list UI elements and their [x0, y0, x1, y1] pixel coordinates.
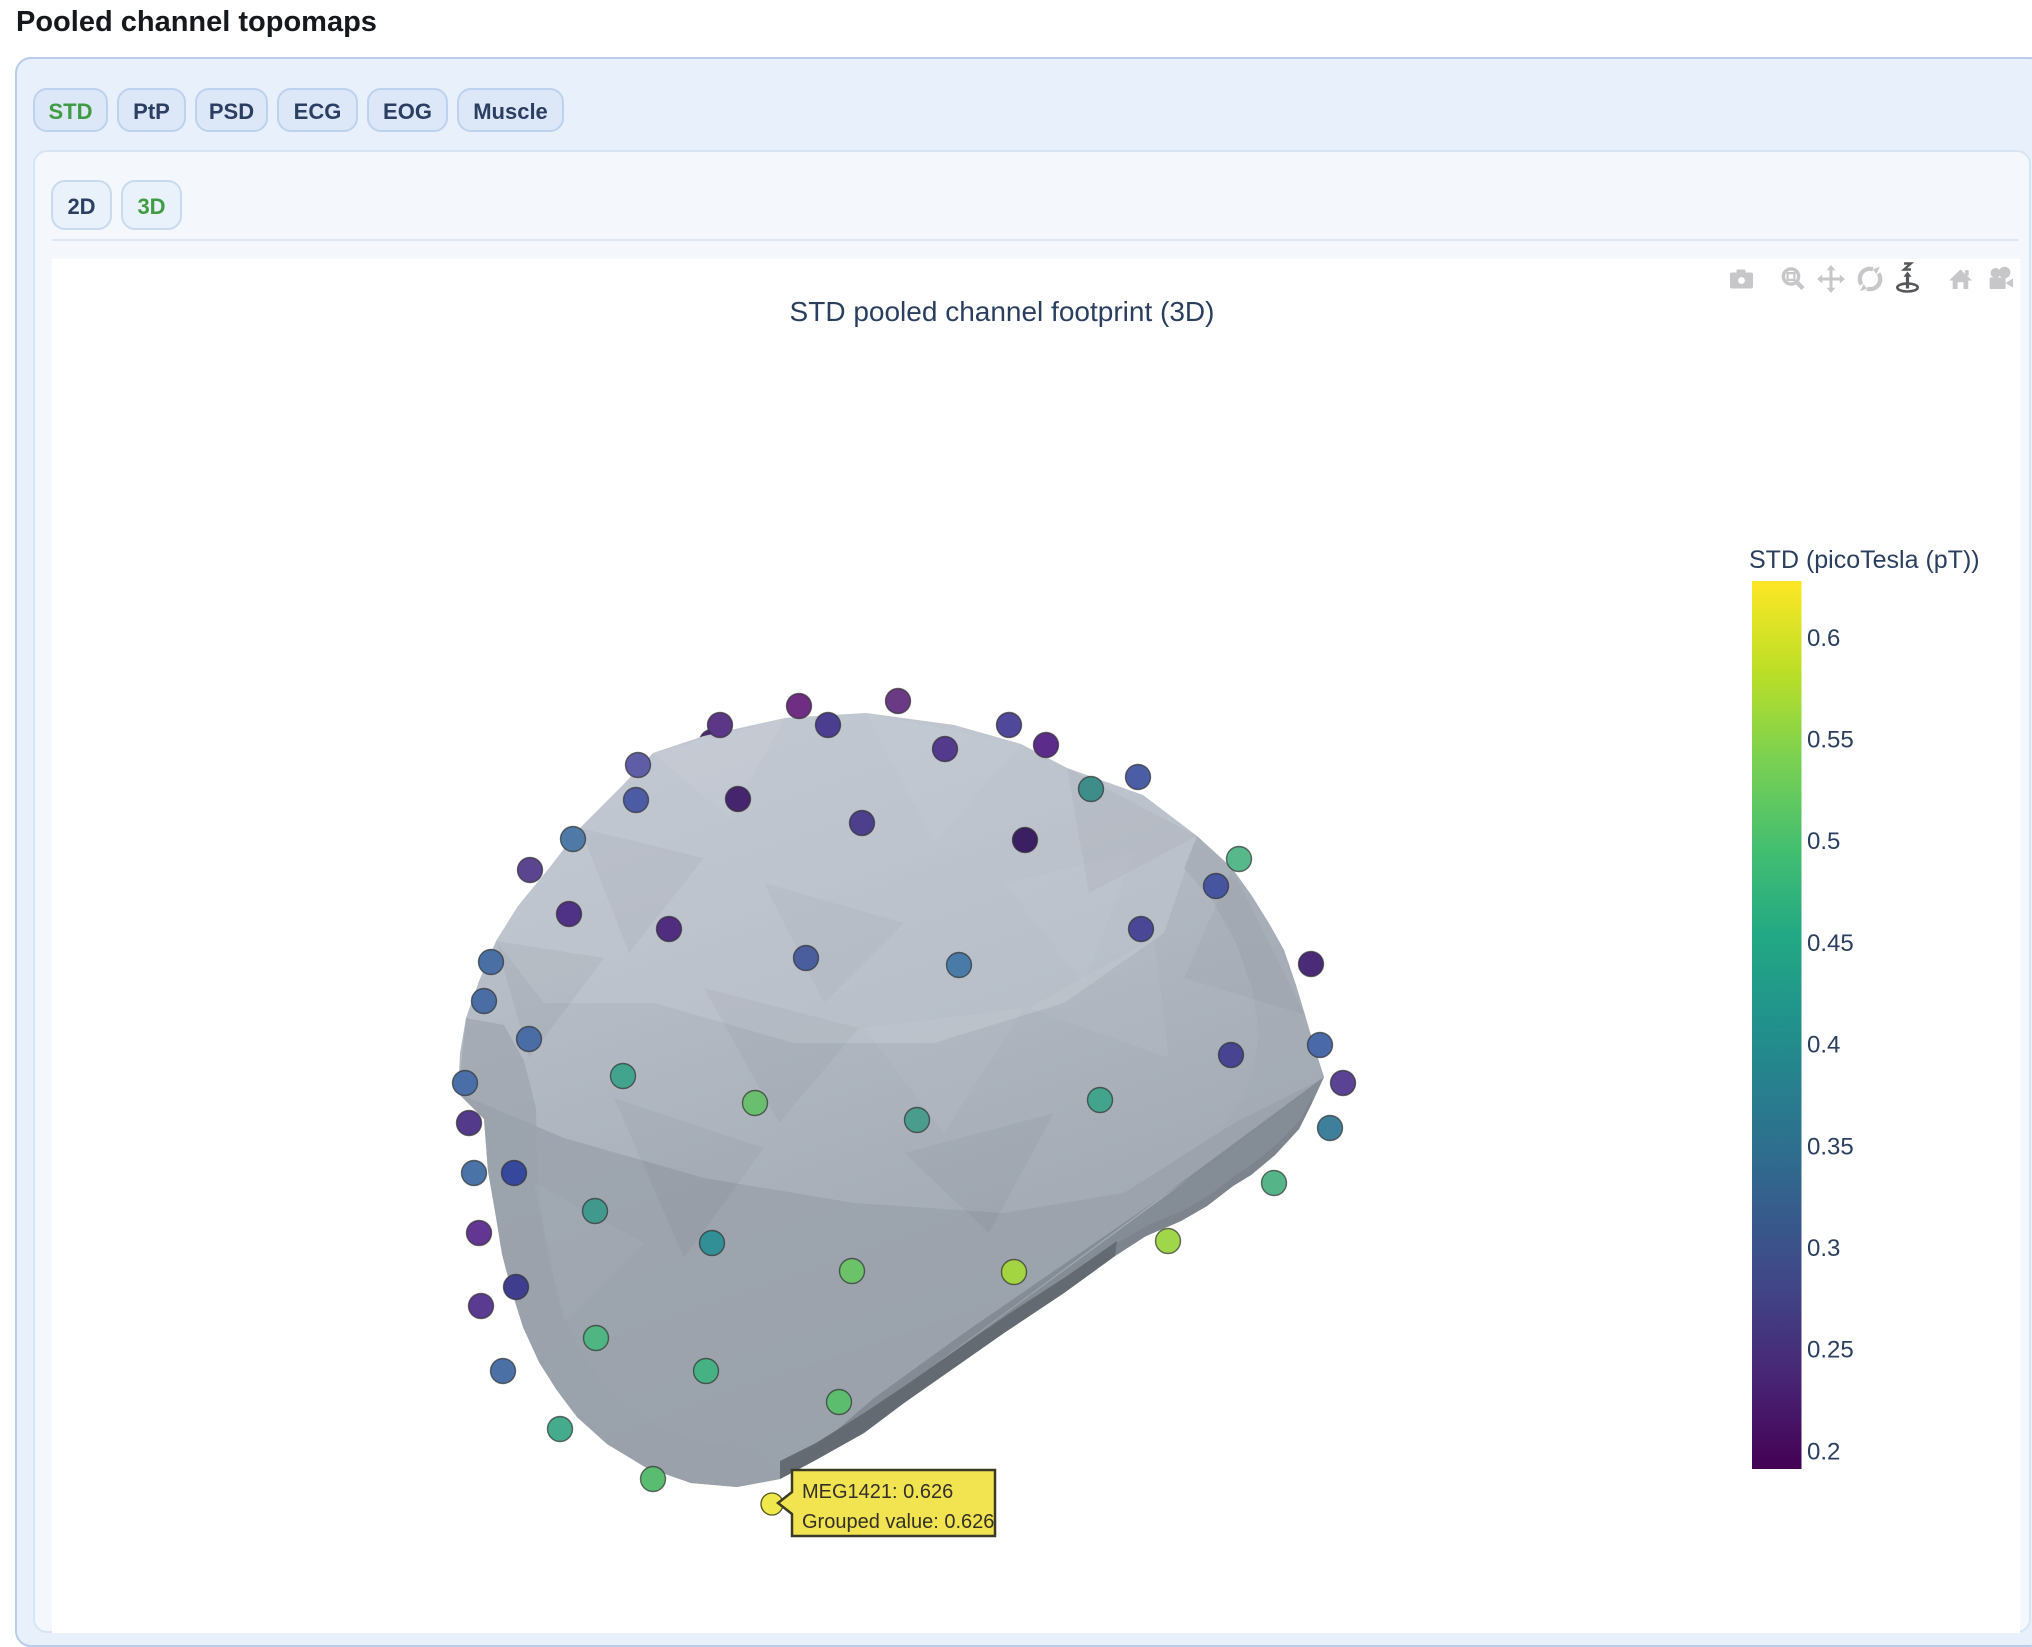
svg-text:0.25: 0.25 [1807, 1337, 1854, 1364]
svg-text:MEG1421: 0.626: MEG1421: 0.626 [802, 1481, 953, 1503]
svg-text:0.4: 0.4 [1807, 1032, 1840, 1059]
svg-text:0.55: 0.55 [1807, 727, 1854, 754]
svg-text:0.2: 0.2 [1807, 1438, 1840, 1465]
svg-text:0.3: 0.3 [1807, 1235, 1840, 1262]
svg-text:STD pooled channel footprint (: STD pooled channel footprint (3D) [790, 296, 1215, 327]
svg-text:Grouped value: 0.626: Grouped value: 0.626 [802, 1511, 994, 1533]
svg-text:0.35: 0.35 [1807, 1133, 1854, 1160]
svg-text:0.6: 0.6 [1807, 625, 1840, 652]
svg-text:STD (picoTesla (pT)): STD (picoTesla (pT)) [1749, 546, 1980, 574]
svg-text:0.5: 0.5 [1807, 828, 1840, 855]
svg-text:0.45: 0.45 [1807, 930, 1854, 957]
